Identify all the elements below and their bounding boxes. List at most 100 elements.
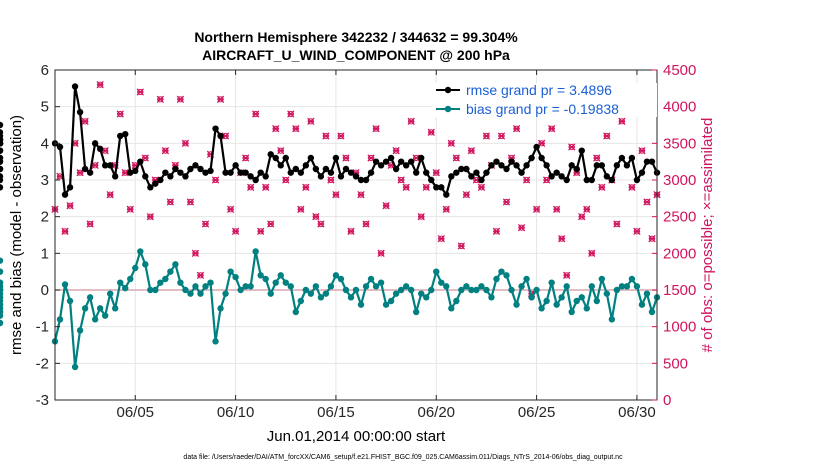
bias-point <box>473 286 480 294</box>
obs-assimilated-point <box>613 220 621 228</box>
rmse-point <box>613 162 621 169</box>
bias-point <box>342 286 350 294</box>
obs-assimilated-point <box>397 176 405 184</box>
bias-point <box>91 316 99 323</box>
legend-bias-text: bias grand pr = -0.19838 <box>466 101 619 117</box>
bias-point <box>157 279 164 286</box>
bias-point <box>448 305 455 312</box>
rmse-point <box>247 173 254 180</box>
rmse-point <box>112 173 119 180</box>
axis-ticks: 06/05 06/10 06/15 06/20 06/25 06/30 -3 -2 -1 0 1 2 3… <box>36 62 697 421</box>
rmse-point <box>207 167 214 175</box>
y-right-tick-label: 4000 <box>663 99 696 116</box>
rmse-point <box>493 158 500 165</box>
bias-point <box>633 283 641 290</box>
bias-point <box>96 305 104 312</box>
bias-point <box>197 290 204 297</box>
bias-point <box>613 286 621 294</box>
obs-assimilated-point <box>161 147 170 155</box>
obs-assimilated-point <box>437 235 445 243</box>
rmse-point <box>0 129 4 136</box>
obs-assimilated-point <box>643 198 651 206</box>
rmse-point <box>262 173 269 180</box>
bias-point <box>172 261 179 268</box>
obs-assimilated-point <box>603 132 611 140</box>
rmse-point <box>498 162 505 169</box>
y-left-tick-label: 1 <box>41 245 49 262</box>
rmse-point <box>443 191 450 198</box>
obs-assimilated-point <box>568 143 576 151</box>
bias-point <box>277 272 284 279</box>
bias-point <box>463 283 470 290</box>
bias-point <box>453 297 460 305</box>
rmse-point <box>272 154 279 162</box>
rmse-point <box>483 169 490 176</box>
x-tick-label: 06/25 <box>518 404 556 421</box>
obs-assimilated-point <box>553 205 561 213</box>
rmse-point <box>177 169 184 176</box>
obs-assimilated-point <box>542 176 551 184</box>
rmse-point <box>593 162 600 169</box>
bias-point <box>362 283 370 290</box>
rmse-point <box>86 169 94 176</box>
rmse-point <box>342 165 350 173</box>
obs-assimilated-point <box>231 227 240 235</box>
obs-assimilated-point <box>262 183 270 191</box>
bias-point <box>61 281 69 288</box>
obs-assimilated-point <box>537 139 546 147</box>
bias-point <box>232 273 239 281</box>
rmse-point <box>0 147 4 154</box>
bias-point <box>493 275 500 283</box>
rmse-point <box>222 169 229 176</box>
rmse-point <box>473 169 480 176</box>
rmse-point <box>598 162 606 169</box>
rmse-point <box>0 173 4 180</box>
bias-point <box>127 275 134 283</box>
obs-assimilated-point <box>126 205 134 213</box>
bias-point <box>307 290 315 297</box>
rmse-point <box>76 108 84 116</box>
obs-assimilated-point <box>226 205 235 213</box>
rmse-point <box>518 169 525 176</box>
obs-assimilated-point <box>563 271 571 279</box>
bias-point <box>132 264 139 272</box>
obs-assimilated-point <box>377 249 385 257</box>
y-right-tick-label: 500 <box>663 355 688 372</box>
bias-point <box>573 297 580 305</box>
obs-assimilated-point <box>588 249 596 257</box>
rmse-point <box>573 165 580 173</box>
bias-point <box>76 327 84 334</box>
rmse-point <box>307 154 315 162</box>
rmse-point <box>337 173 345 180</box>
obs-assimilated-point <box>252 110 260 118</box>
obs-assimilated-point <box>66 202 74 210</box>
rmse-point <box>468 173 475 180</box>
obs-assimilated-point <box>191 249 200 257</box>
rmse-point <box>397 158 405 165</box>
rmse-point <box>458 165 465 173</box>
rmse-point <box>423 169 430 176</box>
rmse-point <box>618 154 626 162</box>
bias-point <box>187 290 194 297</box>
rmse-point <box>367 169 375 176</box>
bias-point <box>222 290 229 297</box>
y-right-tick-label: 3000 <box>663 172 696 189</box>
rmse-point <box>106 162 114 169</box>
bias-point <box>292 308 299 316</box>
series-lines <box>0 83 661 371</box>
rmse-point <box>287 169 294 176</box>
rmse-point <box>237 169 244 176</box>
bias-point <box>518 283 525 290</box>
bias-point <box>638 301 646 308</box>
rmse-point <box>548 173 555 180</box>
bias-point <box>508 286 515 294</box>
bias-point <box>628 275 636 283</box>
bias-point <box>543 297 550 305</box>
y-right-tick-label: 3500 <box>663 135 696 152</box>
obs-assimilated-point <box>633 227 641 235</box>
bias-point <box>252 248 259 255</box>
x-tick-label: 06/30 <box>618 404 656 421</box>
obs-assimilated-point <box>648 235 656 243</box>
obs-assimilated-point <box>216 95 225 103</box>
obs-assimilated-point <box>176 95 185 103</box>
